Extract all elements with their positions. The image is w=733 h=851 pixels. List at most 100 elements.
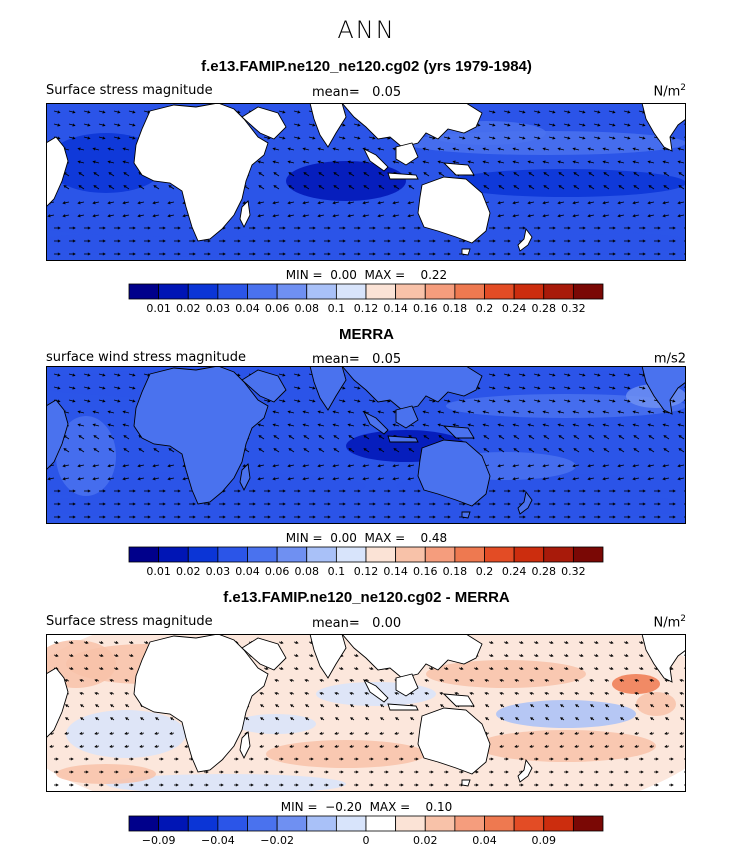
stress-vector-head <box>342 252 346 256</box>
stress-vector-head <box>287 464 291 468</box>
stress-vector-head <box>612 110 616 114</box>
stress-vector <box>303 464 310 467</box>
stress-vector-head <box>558 448 562 452</box>
stress-vector-head <box>304 679 308 683</box>
stress-vector-head <box>582 502 586 506</box>
stress-vector-head <box>77 160 81 164</box>
colorbar-swatch <box>484 815 515 832</box>
stress-vector-head <box>272 423 276 427</box>
stress-vector-head <box>477 502 481 506</box>
stress-vector-head <box>379 679 383 683</box>
stress-vector <box>98 373 105 376</box>
stress-vector <box>678 424 685 427</box>
stress-vector-head <box>528 448 532 452</box>
stress-vector-head <box>530 717 534 721</box>
stress-vector-head <box>372 489 376 493</box>
stress-vector <box>528 185 535 190</box>
stress-vector <box>633 172 640 177</box>
stress-vector-head <box>325 783 329 787</box>
stress-vector-head <box>490 770 494 774</box>
stress-vector-head <box>625 666 629 670</box>
stress-vector <box>548 123 555 126</box>
stress-vector <box>273 477 280 480</box>
stress-vector-head <box>252 252 256 256</box>
ocean-contour-region <box>56 416 116 496</box>
stress-vector-head <box>372 252 376 256</box>
stress-vector <box>548 136 555 139</box>
stress-vector <box>458 136 465 139</box>
stress-vector-head <box>302 160 306 164</box>
stress-vector <box>573 477 580 480</box>
stress-vector <box>423 424 430 427</box>
stress-vector-head <box>282 399 286 403</box>
stress-vector-head <box>632 464 636 468</box>
ocean-contour-region <box>612 674 660 694</box>
stress-vector-head <box>355 757 359 761</box>
stress-vector-head <box>485 704 489 708</box>
stress-vector-head <box>297 226 301 230</box>
stress-vector-head <box>362 423 366 427</box>
stress-vector-head <box>130 666 134 670</box>
stress-vector-head <box>627 136 631 140</box>
stress-vector-head <box>57 489 61 493</box>
stress-vector-head <box>342 399 346 403</box>
stress-vector-head <box>250 770 254 774</box>
stress-vector-head <box>259 744 263 748</box>
stress-vector-head <box>557 214 561 218</box>
stress-vector-head <box>318 435 322 439</box>
stress-vector <box>378 435 385 440</box>
stress-vector <box>543 172 550 177</box>
stress-vector <box>513 424 520 427</box>
stress-vector-head <box>132 110 136 114</box>
stress-vector-head <box>102 136 106 140</box>
stress-vector <box>318 411 325 414</box>
colorbar-swatch <box>513 546 545 563</box>
stress-vector <box>318 435 325 440</box>
stress-vector-head <box>392 147 396 151</box>
stress-vector <box>578 110 585 113</box>
stress-vector <box>93 201 100 204</box>
stress-vector-head <box>402 502 406 506</box>
stress-vector-head <box>332 147 336 151</box>
stress-vector-head <box>342 136 346 140</box>
panel-2-min-label: MIN = <box>285 531 323 545</box>
stress-vector-head <box>467 423 471 427</box>
stress-vector-head <box>505 770 509 774</box>
stress-vector-head <box>297 489 301 493</box>
stress-vector-head <box>237 502 241 506</box>
stress-vector-head <box>430 783 434 787</box>
stress-vector-head <box>582 386 586 390</box>
stress-vector-head <box>115 770 119 774</box>
stress-vector-head <box>117 252 121 256</box>
stress-vector <box>348 448 355 453</box>
stress-vector-head <box>514 692 518 696</box>
stress-vector-head <box>513 185 517 189</box>
stress-vector <box>273 185 280 190</box>
stress-vector <box>498 424 505 427</box>
stress-vector-head <box>423 172 427 176</box>
stress-vector-head <box>597 515 601 519</box>
stress-vector-head <box>138 185 142 189</box>
stress-vector-head <box>557 410 561 414</box>
stress-vector-head <box>72 399 76 403</box>
stress-vector <box>113 386 120 389</box>
stress-vector-head <box>612 373 616 377</box>
stress-vector-head <box>357 502 361 506</box>
stress-vector-head <box>153 185 157 189</box>
stress-vector-head <box>87 123 91 127</box>
stress-vector <box>633 464 640 467</box>
stress-vector-head <box>272 214 276 218</box>
stress-vector <box>518 136 525 139</box>
stress-vector <box>678 477 685 480</box>
stress-vector-head <box>355 783 359 787</box>
stress-vector-head <box>580 757 584 761</box>
stress-vector-head <box>565 783 569 787</box>
stress-vector <box>498 448 505 453</box>
stress-vector-head <box>348 435 352 439</box>
stress-vector-head <box>544 731 548 735</box>
main-title: ANN <box>337 16 396 44</box>
stress-vector-head <box>274 744 278 748</box>
stress-vector <box>608 373 615 376</box>
stress-vector-head <box>408 435 412 439</box>
stress-vector-head <box>619 692 623 696</box>
